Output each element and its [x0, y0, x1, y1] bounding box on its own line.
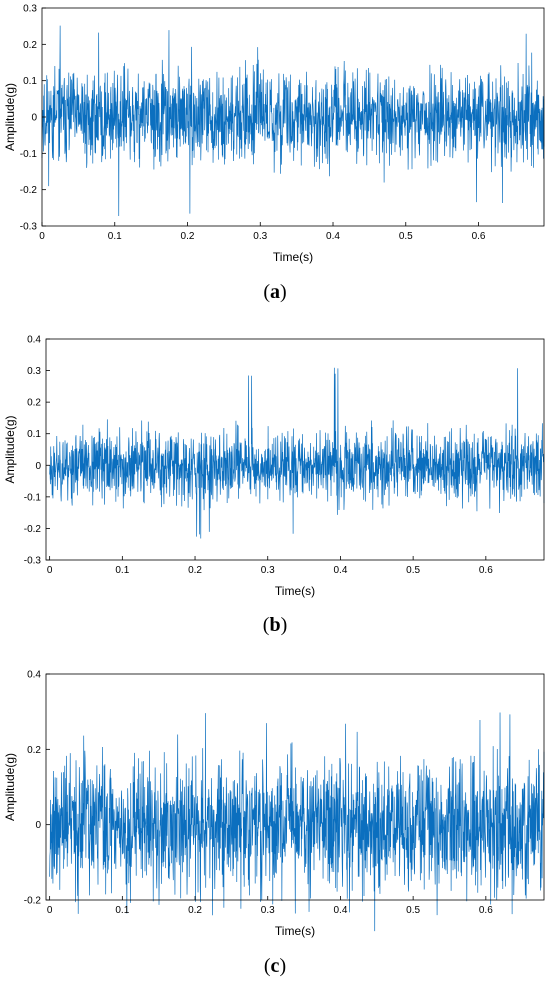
y-axis-label: Amplitude(g): [3, 415, 17, 483]
x-tick-label: 0.5: [399, 231, 413, 242]
y-tick-label: -0.1: [24, 492, 42, 503]
chart-b: 0 0.1 0.2 0.3 0.4 0.5 0.6 -0.3 -0.2 -0.1 0 0.1 0.2 0.…: [3, 335, 545, 598]
x-tick-label: 0.6: [479, 565, 493, 576]
y-tick-label: -0.3: [24, 556, 42, 567]
x-tick-label: 0.3: [261, 905, 275, 916]
x-tick-label: 0: [39, 231, 45, 242]
x-tick-label: 0.1: [115, 565, 129, 576]
y-tick-label: -0.1: [20, 149, 38, 160]
y-tick-label: -0.2: [20, 185, 38, 196]
caption-c-letter: c: [270, 955, 280, 977]
chart-panel-b: 0 0.1 0.2 0.3 0.4 0.5 0.6 -0.3 -0.2 -0.1 0 0.1 0.2 0.…: [0, 320, 550, 650]
x-tick-label: 0.2: [181, 231, 195, 242]
axes-frame: [45, 338, 545, 561]
chart-panel-a: 0 0.1 0.2 0.3 0.4 0.5 0.6 -0.3 -0.2 -0.1 0 0.1 0.2 0.…: [0, 0, 550, 312]
caption-a-open: (: [263, 281, 270, 303]
x-tick-label: 0.5: [406, 905, 420, 916]
y-axis-label: Amplitude(g): [3, 753, 17, 821]
x-axis-label: Time(s): [275, 584, 315, 598]
x-tick-label: 0.1: [108, 231, 122, 242]
y-tick-label: 0: [31, 113, 37, 124]
signal-trace-2: [49, 367, 545, 539]
chart-a: 0 0.1 0.2 0.3 0.4 0.5 0.6 -0.3 -0.2 -0.1 0 0.1 0.2 0.…: [3, 4, 545, 264]
y-tick-label: -0.2: [24, 896, 42, 907]
x-axis-label: Time(s): [273, 250, 313, 264]
caption-c-close: ): [279, 955, 287, 977]
y-tick-label: 0.2: [27, 398, 41, 409]
caption-b-letter: b: [269, 614, 281, 636]
y-tick-label: -0.2: [24, 524, 42, 535]
axes-frame: [45, 673, 545, 901]
y-axis-label: Amplitude(g): [3, 83, 17, 151]
x-tick-label: 0.4: [333, 905, 347, 916]
caption-c-open: (: [263, 955, 271, 977]
y-tick-label: 0.1: [23, 76, 37, 87]
x-tick-label: 0.5: [406, 565, 420, 576]
y-tick-label: -0.3: [20, 222, 38, 233]
caption-a-close: ): [280, 281, 287, 303]
y-tick-label: 0: [35, 820, 41, 831]
x-tick-label: 0.6: [472, 231, 486, 242]
signal-trace-3: [49, 712, 545, 932]
signal-trace-1: [41, 25, 545, 217]
caption-b-close: ): [280, 614, 288, 636]
y-tick-label: 0.3: [23, 4, 37, 15]
x-tick-label: 0: [47, 905, 53, 916]
x-tick-label: 0.2: [188, 565, 202, 576]
y-tick-label: 0: [35, 461, 41, 472]
caption-b-open: (: [262, 614, 270, 636]
y-tick-label: 0.4: [27, 335, 41, 346]
x-tick-label: 0.3: [253, 231, 267, 242]
x-tick-label: 0.6: [479, 905, 493, 916]
x-tick-label: 0.2: [188, 905, 202, 916]
x-tick-label: 0.4: [333, 565, 347, 576]
y-tick-label: 0.3: [27, 366, 41, 377]
x-tick-label: 0: [47, 565, 53, 576]
caption-b: (b): [0, 614, 550, 637]
caption-c: (c): [0, 955, 550, 978]
y-tick-label: 0.2: [27, 745, 41, 756]
y-tick-label: 0.4: [27, 670, 41, 681]
caption-a: (a): [0, 281, 550, 304]
y-tick-label: 0.2: [23, 40, 37, 51]
chart-panel-c: 0 0.1 0.2 0.3 0.4 0.5 0.6 -0.2 0 0.2 0.4 Time(s) Amp…: [0, 655, 550, 986]
caption-a-letter: a: [270, 281, 280, 303]
x-tick-label: 0.1: [115, 905, 129, 916]
x-tick-label: 0.3: [261, 565, 275, 576]
x-tick-label: 0.4: [326, 231, 340, 242]
chart-c: 0 0.1 0.2 0.3 0.4 0.5 0.6 -0.2 0 0.2 0.4 Time(s) Amp…: [3, 670, 545, 938]
y-tick-label: 0.1: [27, 429, 41, 440]
x-axis-label: Time(s): [275, 924, 315, 938]
